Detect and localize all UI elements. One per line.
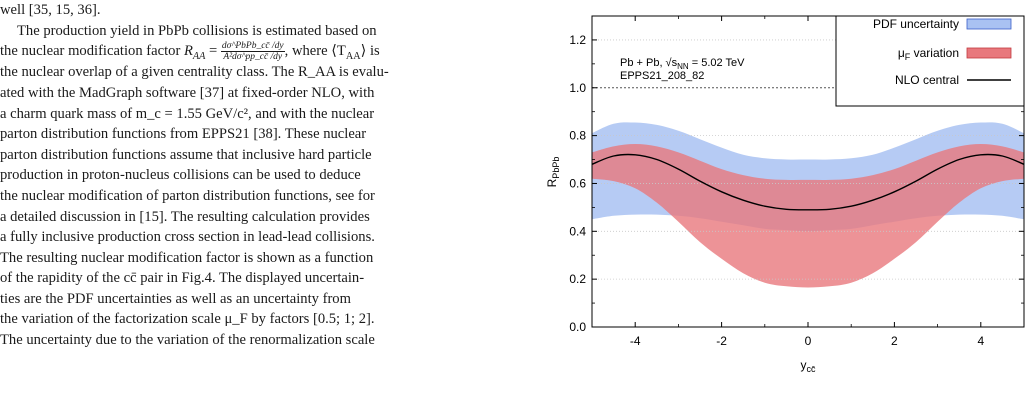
paragraph-production-yield: The production yield in PbPb collisions … [0,21,521,351]
text-line: a fully inclusive production cross secti… [0,229,375,246]
text-line: a detailed discussion in [15]. The resul… [0,208,370,225]
y-tick-label: 0.8 [569,129,586,143]
y-tick-label: 0.6 [569,176,586,190]
y-tick-label: 0.0 [569,320,586,334]
raa-symbol: RAA [183,43,206,63]
legend-label: μF variation [898,46,959,62]
paragraph-prev-end: well [35, 15, 36]. [0,0,521,21]
raa-fraction: dσ^PbPb_cc̄ /dy A²dσ^pp_cc̄ /dy [220,41,285,63]
text-line: The uncertainty due to the variation of … [0,332,375,349]
chart-legend: PDF uncertainty μF variation NLO central [835,15,1025,107]
y-axis-title: RPbPb [545,157,561,188]
text-line: The production yield in PbPb collisions … [17,22,377,39]
chart-lines [591,153,1025,211]
text-line: ties are the PDF uncertainties as well a… [0,290,351,307]
text-line: well [35, 15, 36]. [0,2,101,18]
text-fragment: , where ⟨T [284,43,346,60]
chart-bands [592,122,1024,288]
x-tick-label: -4 [630,334,641,348]
x-tick-label: -2 [716,334,727,348]
paper-text-column: well [35, 15, 36]. The production yield … [0,0,521,351]
central-line [591,153,1025,211]
legend-box [835,15,1025,107]
text-line: the nuclear overlap of a given centralit… [0,64,389,81]
x-axis-title: ycc̄ [801,358,817,374]
x-tick-label: 0 [805,334,812,348]
text-line: The resulting nuclear modification facto… [0,249,374,266]
y-tick-label: 1.0 [569,81,586,95]
band-1 [592,144,1024,288]
annotation-pdf-set: EPPS21_208_82 [620,70,704,82]
text-line: of the rapidity of the cc̄ pair in Fig.4… [0,270,365,287]
annotation-collision-system: Pb + Pb, √sNN = 5.02 TeV [620,57,745,71]
x-tick-label: 2 [891,334,898,348]
y-tick-label: 0.2 [569,272,586,286]
text-line: the variation of the factorization scale… [0,311,375,328]
text-line-raa-definition: the nuclear modification factor RAA = dσ… [0,41,380,63]
text-fragment: ⟩ is [360,43,380,60]
fraction-numerator: dσ^PbPb_cc̄ /dy [220,41,285,53]
figure-raa-vs-rapidity: 0.0 0.2 0.4 0.6 0.8 1.0 1.2 -4 -2 0 2 4 RPbPb ycc̄ … [540,0,1029,414]
taa-subscript: AA [345,51,361,63]
x-axis-label: ycc̄ [801,358,817,374]
y-tick-label: 0.4 [569,224,586,238]
text-line: the nuclear modification of parton distr… [0,187,375,204]
text-line: parton distribution functions assume tha… [0,146,372,163]
chart-ticks: 0.0 0.2 0.4 0.6 0.8 1.0 1.2 -4 -2 0 2 4 [569,15,1025,348]
legend-label: PDF uncertainty [873,17,959,31]
text-line: production in proton-nucleus collisions … [0,167,361,184]
raa-subscript: AA [192,51,206,63]
legend-swatch [966,18,1012,30]
raa-letter: R [183,43,193,60]
x-tick-label: 4 [977,334,984,348]
legend-swatch [966,47,1012,59]
chart-svg: 0.00.20.40.60.81.01.2-4 -2 0 2 4 RPbPb ycc̄ … [545,15,1025,374]
text-line: ated with the MadGraph software [37] at … [0,84,375,101]
y-axis-label: RPbPb [545,157,561,188]
text-line: parton distribution functions from EPPS2… [0,126,367,143]
text-fragment: the nuclear modification factor [0,43,181,60]
fraction-denominator: A²dσ^pp_cc̄ /dy [223,52,283,63]
text-line: a charm quark mass of m_c = 1.55 GeV/c²,… [0,105,375,122]
y-tick-label: 1.2 [569,33,586,47]
legend-label: NLO central [895,73,959,87]
